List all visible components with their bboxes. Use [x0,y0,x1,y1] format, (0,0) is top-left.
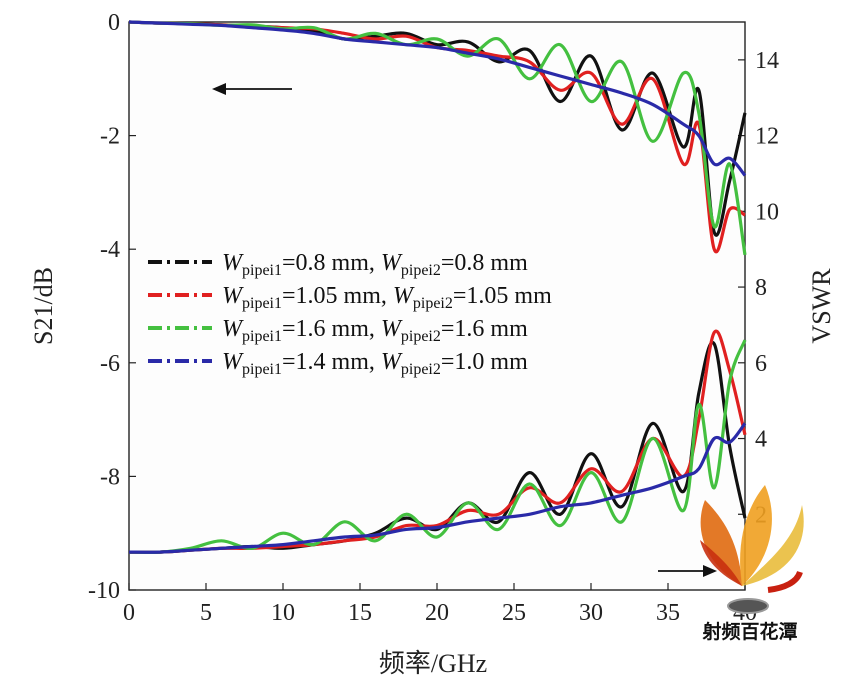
left-axis-arrow-icon [212,83,292,95]
watermark-logo: 射频百花潭 [700,485,804,643]
x-tick-label: 10 [271,600,295,626]
vswr-series-line [128,422,747,554]
svg-text:Wpipei1=0.8 mm, Wpipei2=0.8 mm: Wpipei1=0.8 mm, Wpipei2=0.8 mm [222,250,528,279]
s21-series-line [128,20,747,256]
y-right-tick-label: 8 [755,275,767,301]
vswr-series-line [128,339,747,555]
legend-item: Wpipei1=0.8 mm, Wpipei2=0.8 mm [148,250,528,279]
disc-icon [727,598,769,614]
axis-ticks: 05101520253035400-2-4-6-8-102468101214 [88,10,779,626]
x-axis-title: 频率/GHz [379,649,487,678]
y-left-tick-label: -10 [88,578,120,604]
flower-logo-icon [700,500,742,586]
y-left-tick-label: 0 [108,10,120,36]
y-right-tick-label: 4 [755,427,767,453]
y-left-tick-label: -2 [100,124,120,150]
y-axis-title-right: VSWR [807,268,836,344]
x-tick-label: 20 [425,600,449,626]
svg-text:Wpipei1=1.05 mm, Wpipei2=1.05: Wpipei1=1.05 mm, Wpipei2=1.05 mm [222,283,552,312]
y-right-tick-label: 14 [755,48,779,74]
y-left-tick-label: -4 [100,237,120,263]
watermark-text: 射频百花潭 [701,620,797,643]
x-tick-label: 5 [200,600,212,626]
y-right-tick-label: 12 [755,124,779,150]
x-tick-label: 0 [123,600,135,626]
x-tick-label: 15 [348,600,372,626]
right-axis-arrow-icon [658,565,717,577]
x-tick-label: 35 [656,600,680,626]
y-left-tick-label: -6 [100,351,120,377]
series-layer [128,20,747,555]
x-tick-label: 25 [502,600,526,626]
svg-text:Wpipei1=1.6 mm, Wpipei2=1.6 mm: Wpipei1=1.6 mm, Wpipei2=1.6 mm [222,316,528,345]
y-right-tick-label: 6 [755,351,767,377]
legend-item: Wpipei1=1.05 mm, Wpipei2=1.05 mm [148,283,552,312]
legend: Wpipei1=0.8 mm, Wpipei2=0.8 mm Wpipei1=1… [148,250,552,378]
s21-series-line [128,20,747,177]
svg-text:Wpipei1=1.4 mm, Wpipei2=1.0 mm: Wpipei1=1.4 mm, Wpipei2=1.0 mm [222,349,528,378]
x-tick-label: 30 [579,600,603,626]
y-axis-title-left: S21/dB [29,267,58,345]
legend-item: Wpipei1=1.6 mm, Wpipei2=1.6 mm [148,316,528,345]
y-left-tick-label: -8 [100,464,120,490]
legend-item: Wpipei1=1.4 mm, Wpipei2=1.0 mm [148,349,528,378]
y-right-tick-label: 10 [755,199,779,225]
